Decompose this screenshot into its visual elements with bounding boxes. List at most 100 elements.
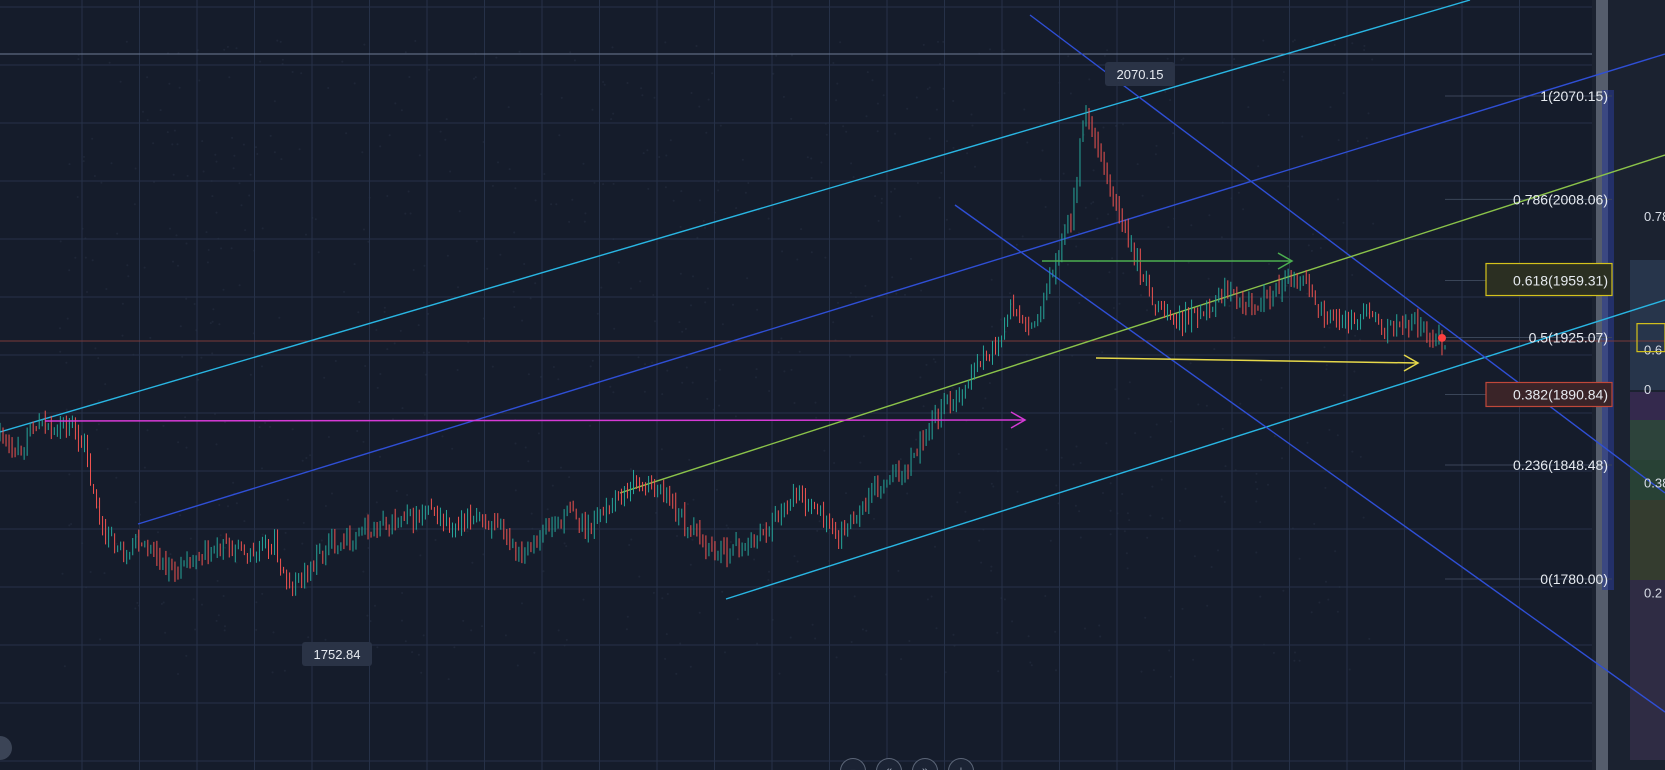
map-dot: [680, 190, 683, 193]
map-dot: [922, 43, 925, 46]
map-dot: [100, 181, 103, 184]
map-dot: [793, 402, 796, 404]
map-dot: [891, 276, 894, 279]
map-dot: [698, 105, 701, 108]
zoom-in-icon[interactable]: +: [948, 758, 974, 770]
partial-label-highlight: [1636, 323, 1665, 353]
map-dot: [938, 196, 941, 199]
map-dot: [1205, 404, 1208, 407]
map-dot: [1144, 616, 1147, 619]
map-dot: [224, 421, 226, 424]
map-dot: [358, 401, 361, 403]
map-dot: [1318, 601, 1321, 604]
map-dot: [244, 229, 247, 232]
map-dot: [70, 523, 73, 525]
map-dot: [383, 310, 386, 313]
map-dot: [1088, 78, 1091, 81]
map-dot: [518, 50, 521, 53]
map-dot: [84, 256, 87, 259]
map-dot: [721, 323, 724, 326]
map-dot: [534, 199, 537, 202]
map-dot: [386, 348, 389, 351]
map-dot: [734, 415, 737, 418]
map-dot: [264, 421, 267, 424]
map-dot: [591, 359, 594, 362]
map-dot: [1109, 533, 1112, 536]
map-dot: [393, 342, 396, 345]
map-dot: [177, 264, 179, 267]
map-dot: [376, 646, 379, 649]
map-dot: [719, 124, 722, 127]
map-dot: [1292, 40, 1294, 43]
map-dot: [108, 61, 111, 64]
map-dot: [211, 352, 214, 355]
scroll-forward-icon[interactable]: »: [912, 758, 938, 770]
map-dot: [706, 287, 709, 290]
map-dot: [417, 653, 420, 656]
map-dot: [419, 554, 422, 557]
map-dot: [1123, 530, 1126, 533]
map-dot: [565, 545, 568, 548]
map-dot: [1333, 44, 1336, 46]
map-dot: [283, 548, 286, 551]
map-dot: [1121, 493, 1124, 495]
map-dot: [427, 312, 430, 315]
map-dot: [451, 447, 454, 450]
map-dot: [991, 325, 993, 328]
map-dot: [1155, 423, 1158, 426]
map-dot: [97, 423, 100, 426]
fib-band-2: [1630, 500, 1665, 580]
scroll-handle-icon[interactable]: [0, 736, 12, 760]
map-dot: [880, 197, 883, 200]
map-dot: [654, 320, 656, 323]
map-dot: [255, 146, 257, 149]
map-dot: [584, 212, 587, 215]
map-dot: [91, 137, 94, 140]
map-dot: [261, 467, 263, 470]
map-dot: [106, 447, 109, 450]
fib-label-text-4: 0.382(1890.84): [1513, 386, 1608, 402]
map-dot: [125, 40, 128, 43]
map-dot: [768, 570, 770, 573]
map-dot: [278, 316, 281, 319]
map-dot: [1328, 428, 1331, 431]
map-dot: [928, 137, 931, 140]
map-dot: [814, 401, 817, 404]
map-dot: [379, 373, 382, 375]
map-dot: [837, 301, 839, 304]
map-dot: [215, 619, 218, 622]
map-dot: [1122, 272, 1125, 275]
scroll-back-icon[interactable]: «: [876, 758, 902, 770]
map-dot: [718, 368, 721, 371]
horizontal-arrow-magenta-shaft: [44, 419, 1026, 422]
map-dot: [629, 468, 632, 471]
map-dot: [1255, 551, 1258, 554]
map-dot: [415, 529, 418, 532]
map-dot: [1334, 550, 1337, 553]
zoom-out-icon[interactable]: −: [840, 758, 866, 770]
map-dot: [652, 294, 655, 296]
map-dot: [1262, 39, 1265, 42]
map-dot: [1281, 457, 1283, 460]
map-dot: [702, 220, 705, 222]
map-dot: [127, 275, 130, 278]
map-dot: [193, 303, 196, 305]
map-dot: [756, 308, 759, 311]
map-dot: [1107, 213, 1110, 216]
map-dot: [1021, 235, 1024, 238]
map-dot: [910, 257, 912, 260]
map-dot: [777, 351, 780, 354]
map-dot: [690, 304, 692, 307]
map-dot: [810, 157, 813, 160]
map-dot: [1168, 649, 1171, 652]
map-dot: [198, 79, 201, 82]
map-dot: [143, 466, 146, 469]
map-dot: [937, 40, 939, 43]
map-dot: [704, 301, 707, 304]
map-dot: [217, 614, 220, 617]
map-dot: [103, 572, 106, 575]
map-dot: [1210, 566, 1213, 568]
map-dot: [527, 373, 530, 376]
